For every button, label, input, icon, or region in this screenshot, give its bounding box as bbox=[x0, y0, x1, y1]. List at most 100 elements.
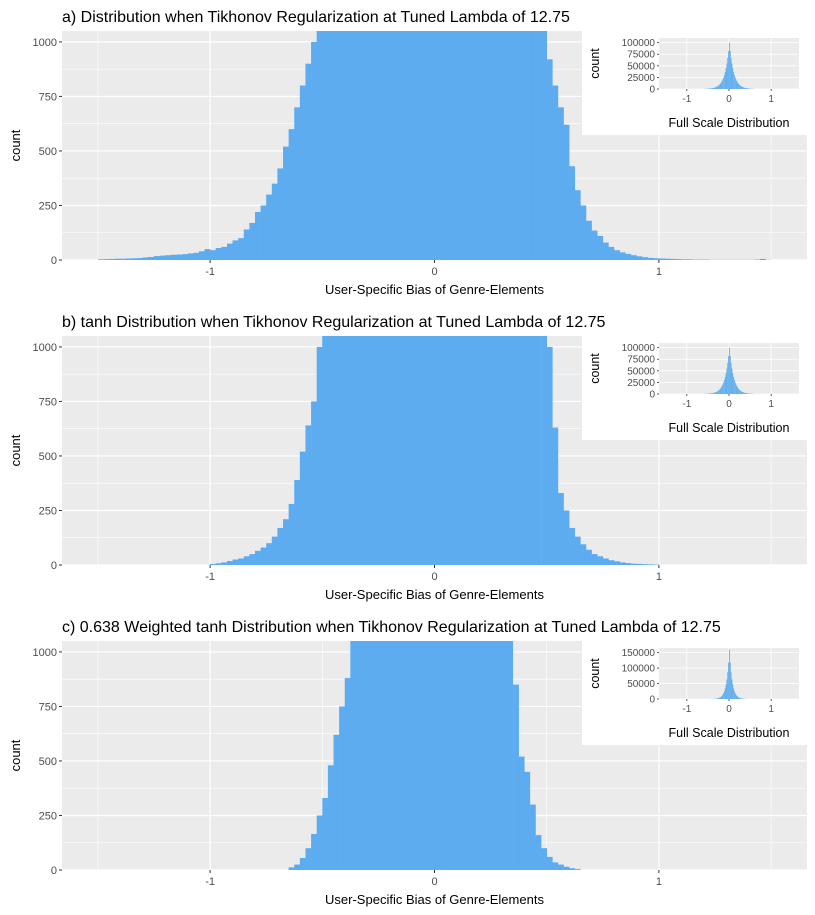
bar bbox=[204, 249, 211, 260]
bar bbox=[608, 246, 615, 260]
inset-bar bbox=[723, 382, 724, 394]
bar bbox=[137, 258, 144, 260]
y-tick-label: 0 bbox=[51, 255, 57, 267]
inset-x-tick-label: -1 bbox=[682, 399, 691, 410]
bar bbox=[305, 848, 312, 870]
bar bbox=[563, 124, 570, 260]
bar bbox=[602, 558, 609, 565]
bar bbox=[198, 251, 205, 260]
bar bbox=[221, 562, 228, 565]
bar bbox=[557, 107, 564, 260]
y-tick-label: 750 bbox=[39, 91, 57, 103]
inset-bar bbox=[712, 393, 713, 394]
bar-central bbox=[327, 31, 536, 260]
bar bbox=[165, 255, 172, 260]
bar bbox=[266, 543, 273, 565]
inset-bar bbox=[727, 57, 729, 89]
bar bbox=[759, 258, 766, 260]
x-tick-label: 1 bbox=[656, 266, 662, 278]
inset-y-tick-label: 100000 bbox=[622, 664, 656, 675]
bar bbox=[636, 256, 643, 260]
y-tick-label: 250 bbox=[39, 505, 57, 517]
bar bbox=[327, 765, 334, 870]
y-tick-label: 1000 bbox=[33, 37, 57, 49]
bar bbox=[625, 563, 632, 565]
bar bbox=[215, 248, 222, 260]
bar bbox=[585, 549, 592, 565]
inset-bar bbox=[733, 688, 735, 699]
inset-bar bbox=[714, 392, 716, 394]
bar-central bbox=[355, 641, 514, 870]
bar bbox=[658, 258, 665, 260]
bar bbox=[552, 85, 559, 260]
inset-bar bbox=[741, 391, 743, 394]
bar bbox=[125, 258, 132, 260]
inset-bar bbox=[720, 387, 722, 394]
inset-bar bbox=[734, 77, 736, 89]
bar bbox=[148, 256, 155, 260]
inset-bar bbox=[718, 697, 720, 699]
inset-y-tick-label: 150000 bbox=[622, 648, 656, 659]
inset-y-tick-label: 0 bbox=[649, 85, 655, 96]
inset-bar bbox=[731, 368, 733, 394]
bar bbox=[333, 734, 340, 870]
y-tick-label: 0 bbox=[51, 865, 57, 877]
y-tick-label: 500 bbox=[39, 451, 57, 463]
bar bbox=[675, 259, 682, 260]
inset-bar bbox=[729, 51, 731, 89]
bar bbox=[288, 867, 295, 870]
inset-bar bbox=[728, 662, 729, 699]
bar bbox=[316, 31, 323, 260]
inset-y-tick-label: 25000 bbox=[627, 73, 655, 84]
inset-bar bbox=[713, 392, 715, 394]
bar bbox=[238, 238, 245, 260]
inset-bar bbox=[734, 382, 736, 394]
inset-y-tick-label: 50000 bbox=[627, 61, 655, 72]
bar bbox=[266, 194, 273, 260]
inset-bar bbox=[739, 698, 741, 699]
bar bbox=[322, 798, 329, 870]
bar bbox=[277, 527, 284, 565]
inset-x-tick-label: 0 bbox=[726, 94, 732, 105]
bar bbox=[653, 258, 660, 260]
bar bbox=[647, 564, 654, 565]
bar bbox=[182, 254, 188, 260]
inset-bar bbox=[729, 662, 731, 699]
inset-bar bbox=[729, 42, 730, 89]
inset-bar bbox=[746, 393, 748, 394]
bar bbox=[574, 869, 581, 870]
inset-bar bbox=[728, 51, 729, 89]
y-axis-label: count bbox=[8, 739, 23, 771]
inset-x-tick-label: 1 bbox=[768, 399, 774, 410]
inset-bar bbox=[727, 672, 729, 699]
bar bbox=[518, 756, 525, 870]
inset-bar bbox=[741, 86, 743, 89]
bar bbox=[327, 31, 334, 260]
inset-bar bbox=[736, 386, 738, 394]
inset-bar bbox=[729, 347, 730, 394]
inset-bar bbox=[711, 88, 713, 89]
inset-bar bbox=[727, 362, 729, 394]
inset-bar bbox=[716, 391, 718, 394]
inset-bar bbox=[723, 77, 724, 89]
inset-bar bbox=[738, 697, 740, 699]
bar bbox=[580, 544, 587, 565]
x-axis-label: User-Specific Bias of Genre-Elements bbox=[325, 587, 544, 602]
inset-bar bbox=[732, 373, 734, 394]
inset-bar bbox=[724, 71, 726, 89]
bar bbox=[350, 641, 357, 870]
inset-bar bbox=[719, 388, 721, 394]
inset-bar bbox=[711, 393, 713, 394]
inset-bar bbox=[735, 384, 737, 394]
inset-bar bbox=[743, 392, 745, 394]
inset-bar bbox=[740, 698, 742, 699]
inset-bar bbox=[738, 388, 740, 394]
x-tick-label: 1 bbox=[656, 876, 662, 888]
inset-bar bbox=[733, 71, 735, 89]
inset-bar bbox=[712, 88, 713, 89]
bar bbox=[642, 257, 648, 260]
bar bbox=[344, 678, 351, 870]
x-tick-label: 0 bbox=[431, 571, 437, 583]
y-tick-label: 0 bbox=[51, 560, 57, 572]
